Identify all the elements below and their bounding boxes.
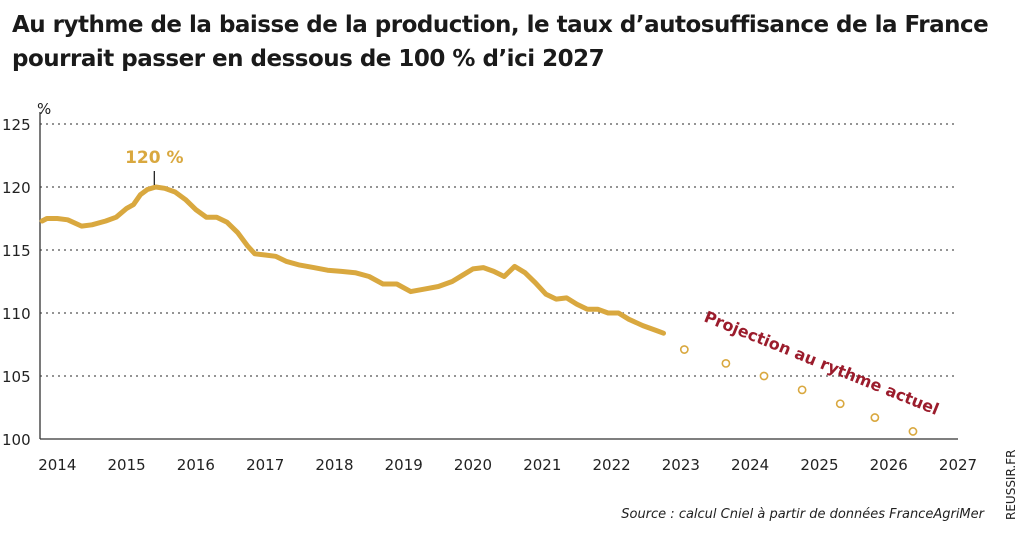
x-tick-label: 2014 bbox=[38, 456, 76, 474]
x-tick-label: 2025 bbox=[800, 456, 838, 474]
projection-point bbox=[835, 399, 845, 409]
y-tick-label: 105 bbox=[2, 368, 31, 386]
peak-label: 120 % bbox=[125, 148, 183, 168]
x-tick-label: 2023 bbox=[662, 456, 700, 474]
projection-point bbox=[759, 371, 769, 381]
x-tick-label: 2027 bbox=[939, 456, 977, 474]
source-note: Source : calcul Cniel à partir de donnée… bbox=[621, 507, 984, 522]
x-tick-label: 2021 bbox=[523, 456, 561, 474]
y-tick-label: 100 bbox=[2, 431, 31, 449]
x-tick-label: 2016 bbox=[177, 456, 215, 474]
grid-lines bbox=[39, 112, 958, 440]
x-tick-label: 2018 bbox=[315, 456, 353, 474]
credit-label: REUSSIR.FR bbox=[1004, 449, 1018, 520]
y-axis-unit: % bbox=[37, 100, 51, 118]
y-axis-ticks: 100 105 110 115 120 125 bbox=[2, 116, 31, 449]
projection-point bbox=[721, 358, 731, 368]
projection-point bbox=[870, 413, 880, 422]
chart-title: Au rythme de la baisse de la production,… bbox=[12, 12, 989, 72]
x-tick-label: 2026 bbox=[870, 456, 908, 474]
x-tick-label: 2022 bbox=[592, 456, 630, 474]
series-line bbox=[39, 184, 666, 336]
series-group bbox=[39, 184, 918, 436]
y-tick-label: 125 bbox=[2, 116, 31, 134]
x-tick-label: 2020 bbox=[454, 456, 492, 474]
projection-label: Projection au rythme actuel bbox=[702, 307, 942, 419]
x-tick-label: 2024 bbox=[731, 456, 769, 474]
x-tick-label: 2017 bbox=[246, 456, 284, 474]
projection-point bbox=[908, 427, 918, 436]
x-axis-ticks: 2014 2015 2016 2017 2018 2019 2020 2021 2022 2023… bbox=[38, 456, 977, 474]
y-tick-label: 120 bbox=[2, 179, 31, 197]
y-tick-label: 110 bbox=[2, 305, 31, 323]
projection-point bbox=[679, 345, 689, 354]
x-tick-label: 2019 bbox=[385, 456, 423, 474]
y-tick-label: 115 bbox=[2, 242, 31, 260]
projection-point bbox=[797, 385, 807, 395]
x-tick-label: 2015 bbox=[108, 456, 146, 474]
